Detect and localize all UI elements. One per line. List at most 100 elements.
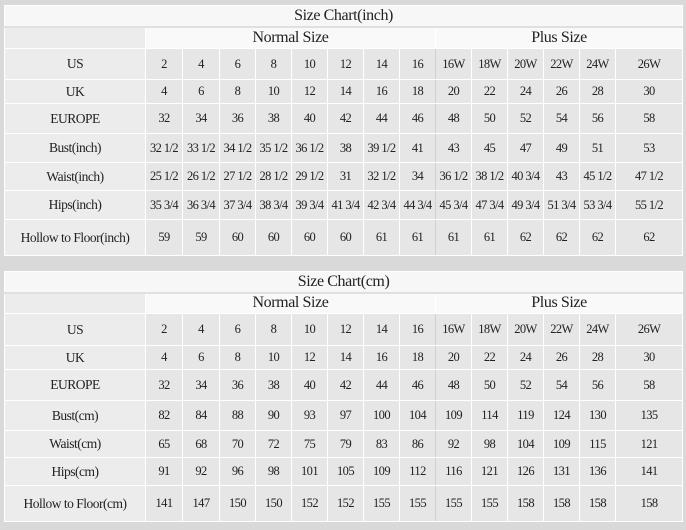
table-cell: 22	[471, 79, 508, 104]
table-cell: 86	[399, 430, 436, 458]
table-cell: 39 3/4	[291, 190, 328, 220]
table-cell: 45 3/4	[435, 190, 472, 220]
table-cell: 104	[507, 430, 544, 458]
table-cell: 52	[507, 369, 544, 401]
table-cell: 98	[255, 457, 292, 486]
table-cell: 16	[363, 79, 400, 104]
table-cell: 150	[255, 485, 292, 522]
table-cell: 43	[435, 133, 472, 163]
table-title: Size Chart(inch)	[3, 5, 684, 28]
table-cell: 100	[363, 400, 400, 431]
table-cell: 62	[543, 219, 580, 256]
table-cell: 12	[291, 79, 328, 104]
table-cell: 43	[543, 162, 580, 191]
table-cell: 59	[145, 219, 183, 256]
table-cell: 6	[219, 313, 256, 346]
corner-cell	[4, 292, 146, 314]
table-cell: 158	[507, 485, 544, 522]
table-cell: 56	[579, 369, 616, 401]
title-row: Size Chart(cm)	[3, 271, 684, 294]
table-cell: 35 1/2	[255, 133, 292, 163]
table-cell: 46	[399, 103, 436, 134]
table-cell: 58	[614, 103, 684, 134]
table-cell: 50	[471, 369, 508, 401]
table-row: US 2 4 6 8 10 12 14 16 16W 18W 20W 22W 24W 26W	[4, 48, 684, 80]
table-cell: 98	[471, 430, 508, 458]
row-label: UK	[4, 345, 146, 370]
table-cell: 4	[182, 48, 220, 80]
table-cell: 131	[543, 457, 580, 486]
table-cell: 26	[543, 345, 580, 370]
table-cell: 135	[614, 400, 684, 431]
table-cell: 101	[291, 457, 328, 486]
table-cell: 109	[543, 430, 580, 458]
table-cell: 39 1/2	[363, 133, 400, 163]
table-cell: 97	[327, 400, 364, 431]
table-cell: 2	[145, 313, 183, 346]
table-cell: 53 3/4	[579, 190, 616, 220]
table-cell: 47 3/4	[471, 190, 508, 220]
table-cell: 36 1/2	[291, 133, 328, 163]
table-cell: 28	[579, 345, 616, 370]
table-cell: 45	[471, 133, 508, 163]
table-cell: 53	[614, 133, 684, 163]
table-cell: 155	[363, 485, 400, 522]
table-cell: 40	[291, 369, 328, 401]
table-cell: 20W	[507, 48, 544, 80]
row-label: Waist(inch)	[4, 162, 146, 191]
table-cell: 38 1/2	[471, 162, 508, 191]
table-cell: 8	[255, 48, 292, 80]
table-cell: 24	[507, 345, 544, 370]
row-label: EUROPE	[4, 103, 146, 134]
table-cell: 47	[507, 133, 544, 163]
table-cell: 32	[145, 369, 183, 401]
table-cell: 42 3/4	[363, 190, 400, 220]
table-cell: 37 3/4	[219, 190, 256, 220]
table-cell: 45 1/2	[579, 162, 616, 191]
table-cell: 24W	[579, 313, 616, 346]
table-cell: 109	[435, 400, 472, 431]
table-cell: 70	[219, 430, 256, 458]
table-cell: 88	[219, 400, 256, 431]
table-cell: 83	[363, 430, 400, 458]
table-cell: 90	[255, 400, 292, 431]
table-cell: 10	[255, 345, 292, 370]
table-cell: 30	[614, 345, 684, 370]
table-cell: 10	[291, 313, 328, 346]
table-cell: 22	[471, 345, 508, 370]
table-cell: 48	[435, 103, 472, 134]
table-cell: 18	[399, 79, 436, 104]
table-cell: 18W	[471, 48, 508, 80]
table-cell: 60	[255, 219, 292, 256]
table-cell: 27 1/2	[219, 162, 256, 191]
table-cell: 8	[219, 345, 256, 370]
table-cell: 60	[219, 219, 256, 256]
table-cell: 60	[327, 219, 364, 256]
table-cell: 36	[219, 369, 256, 401]
table-cell: 44	[363, 369, 400, 401]
table-cell: 55 1/2	[614, 190, 684, 220]
table-cell: 112	[399, 457, 436, 486]
corner-cell	[4, 26, 146, 49]
table-cell: 152	[327, 485, 364, 522]
table-cell: 2	[145, 48, 183, 80]
table-row: Bust(cm) 82 84 88 90 93 97 100 104 109 114 119 124 13…	[4, 400, 684, 431]
row-label: Bust(inch)	[4, 133, 146, 163]
table-cell: 158	[579, 485, 616, 522]
table-cell: 6	[182, 79, 220, 104]
table-cell: 4	[145, 79, 183, 104]
table-cell: 105	[327, 457, 364, 486]
row-label: Waist(cm)	[4, 430, 146, 458]
table-cell: 92	[435, 430, 472, 458]
table-cell: 36	[219, 103, 256, 134]
table-cell: 155	[399, 485, 436, 522]
row-label: UK	[4, 79, 146, 104]
table-cell: 40	[291, 103, 328, 134]
table-cell: 51 3/4	[543, 190, 580, 220]
table-cell: 4	[145, 345, 183, 370]
group-plus-size: Plus Size	[434, 292, 684, 314]
table-cell: 38	[255, 103, 292, 134]
table-cell: 6	[219, 48, 256, 80]
table-cell: 18W	[471, 313, 508, 346]
table-cell: 32	[145, 103, 183, 134]
